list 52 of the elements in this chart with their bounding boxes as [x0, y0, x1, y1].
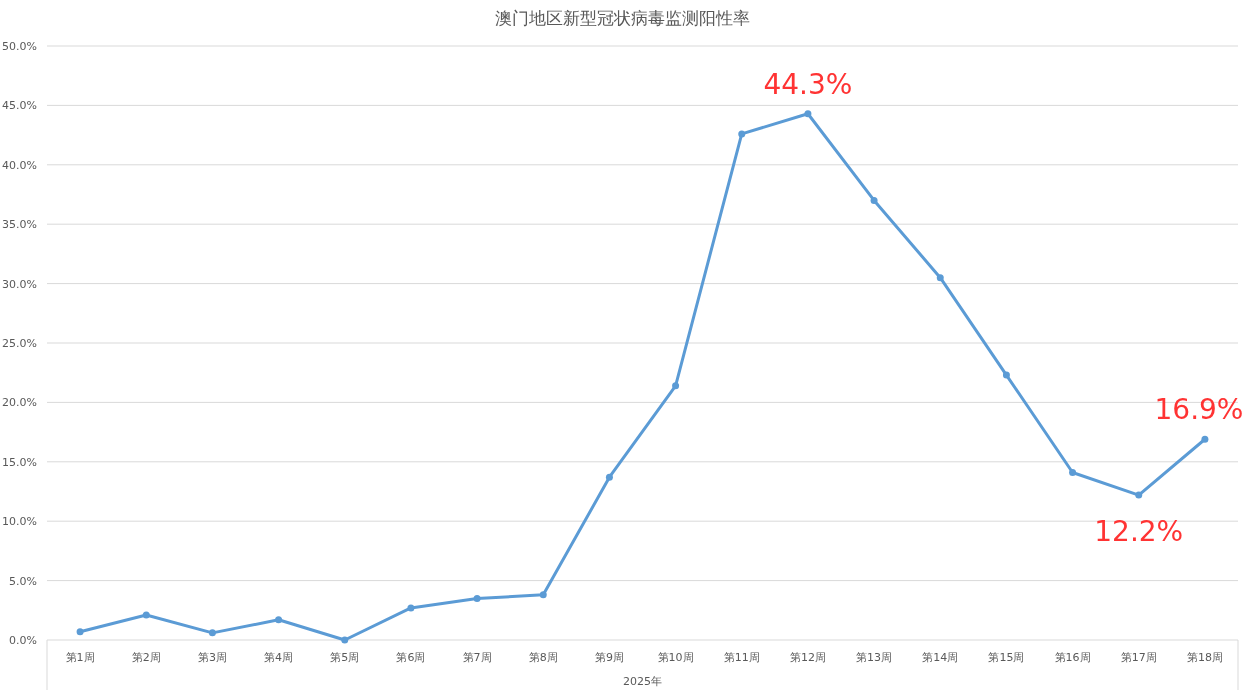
point: [605, 473, 613, 481]
x-tick-label: 第5周: [330, 651, 360, 664]
point: [341, 636, 349, 644]
point: [76, 628, 84, 636]
x-tick-label: 第16周: [1054, 651, 1091, 664]
point: [738, 130, 746, 138]
point: [1201, 435, 1209, 443]
x-tick-label: 第2周: [131, 651, 161, 664]
point: [539, 591, 547, 599]
point: [1069, 468, 1077, 476]
x-tick-label: 第10周: [657, 651, 694, 664]
x-tick-label: 第13周: [856, 651, 893, 664]
x-tick-label: 第8周: [528, 651, 558, 664]
chart-title: 澳门地区新型冠状病毒监测阳性率: [495, 8, 750, 28]
y-tick-label: 30.0%: [2, 277, 37, 291]
x-tick-label: 第15周: [988, 651, 1025, 664]
point: [208, 629, 216, 637]
point: [1135, 491, 1143, 499]
y-tick-label: 10.0%: [2, 515, 37, 529]
data-label: 16.9%: [1154, 393, 1244, 427]
x-tick-label: 第18周: [1186, 651, 1223, 664]
x-tick-label: 第14周: [922, 651, 959, 664]
point: [407, 604, 415, 612]
point: [870, 196, 878, 204]
x-tick-label: 第4周: [264, 651, 294, 664]
point: [275, 616, 283, 624]
x-tick-label: 第3周: [197, 651, 227, 664]
y-tick-label: 50.0%: [2, 40, 37, 53]
y-tick-label: 40.0%: [2, 158, 37, 172]
point: [142, 611, 150, 619]
x-tick-label: 第7周: [462, 651, 492, 664]
y-tick-label: 15.0%: [2, 455, 37, 469]
x-tick-label: 第1周: [65, 651, 95, 664]
y-tick-label: 25.0%: [2, 337, 37, 350]
x-tick-label: 第12周: [789, 651, 826, 664]
x-tick-label: 第17周: [1120, 651, 1157, 664]
point: [672, 382, 680, 390]
x-tick-label: 第11周: [723, 651, 760, 664]
data-label: 44.3%: [763, 67, 853, 101]
y-tick-label: 35.0%: [2, 218, 37, 232]
y-tick-label: 5.0%: [9, 574, 37, 588]
x-tick-label: 第9周: [594, 651, 624, 664]
x-tick-label: 第6周: [396, 651, 426, 664]
point: [473, 594, 481, 602]
point: [804, 110, 812, 118]
data-label: 12.2%: [1094, 515, 1184, 549]
x-axis-title: 2025年: [623, 675, 662, 688]
point: [1002, 371, 1010, 379]
y-tick-label: 45.0%: [2, 99, 37, 113]
y-tick-label: 20.0%: [2, 396, 37, 410]
point: [936, 274, 944, 282]
y-tick-label: 0.0%: [9, 634, 37, 647]
